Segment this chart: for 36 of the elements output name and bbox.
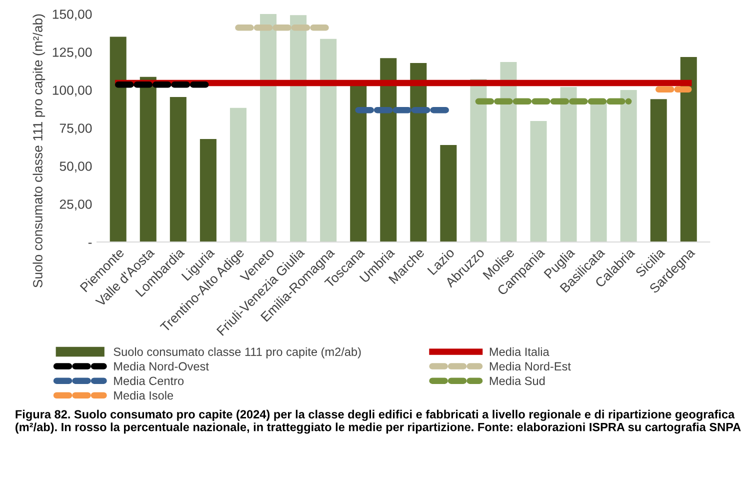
bar xyxy=(140,76,156,242)
legend-label: Media Nord-Ovest xyxy=(114,362,209,371)
bar xyxy=(680,57,697,242)
y-tick-label: 150,00 xyxy=(52,10,92,20)
legend-label: Media Italia xyxy=(490,347,550,356)
bar xyxy=(560,86,577,242)
bar xyxy=(200,138,216,242)
bar xyxy=(110,36,126,242)
legend-label: Media Sud xyxy=(490,376,545,386)
bar xyxy=(410,62,427,242)
bar xyxy=(590,102,607,242)
text: Figura 82. Suolo consumato pro capite (2024) per la classe degli edifici e fabbricati a livello regionale e di ripartizione geografica (m²/ab). In rosso la percentuale nazionale, in tratteggiato le medie per ripartizione. Fonte: elaborazioni ISPRA su cartografia SNPA xyxy=(16,410,741,434)
y-tick-label: - xyxy=(88,242,92,244)
bar xyxy=(620,90,637,242)
bar xyxy=(500,62,517,242)
y-tick-label: 50,00 xyxy=(60,162,92,172)
bar xyxy=(530,121,547,242)
bar xyxy=(230,108,246,242)
bar xyxy=(320,38,337,242)
legend-label: Media Centro xyxy=(114,376,184,386)
y-tick-label: 75,00 xyxy=(60,124,92,134)
y-tick-label: 125,00 xyxy=(52,48,92,58)
bar xyxy=(650,99,667,242)
y-tick-label: 25,00 xyxy=(60,200,92,210)
bar xyxy=(290,15,307,242)
bar xyxy=(440,145,457,242)
legend-label: Media Isole xyxy=(114,390,174,400)
y-tick-label: 100,00 xyxy=(52,86,92,96)
legend-label: Media Nord-Est xyxy=(490,362,571,371)
bar xyxy=(470,79,487,242)
bar xyxy=(350,85,367,242)
y-axis-title: Suolo consumato classe 111 pro capite (m²/ab) xyxy=(32,14,46,288)
legend-label: Suolo consumato classe 111 pro capite (m2/ab) xyxy=(114,347,361,358)
bar xyxy=(260,14,277,242)
bar xyxy=(170,96,186,242)
bar xyxy=(380,58,397,242)
